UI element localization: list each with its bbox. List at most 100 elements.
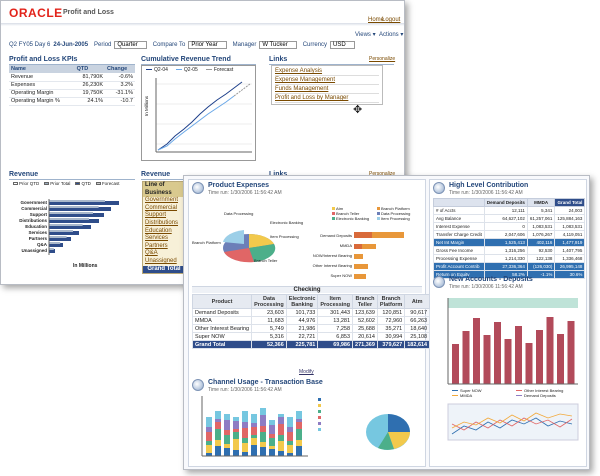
modify-link[interactable]: Modify xyxy=(299,369,314,375)
menu-label[interactable]: Actions xyxy=(379,32,399,38)
nav-link[interactable]: Home xyxy=(368,17,385,23)
field-label: Compare To xyxy=(152,42,186,48)
pie-label: Electronic Banking xyxy=(270,220,304,225)
column-header: MMDA xyxy=(526,198,556,207)
cell: 69,986 xyxy=(317,340,354,349)
cell: 92,530 xyxy=(526,246,556,255)
legend: Prior QTD Prior Total QTD Forecast xyxy=(13,181,119,186)
bar-decor xyxy=(251,435,257,438)
legend-item: Prior QTD xyxy=(13,181,39,186)
legend-label: Data Processing xyxy=(381,211,411,216)
bar-decor xyxy=(224,430,230,435)
bar-decor xyxy=(49,230,73,232)
list-header: Line of Business xyxy=(143,182,185,198)
bar-decor xyxy=(287,427,293,432)
list-item[interactable]: Unassigned xyxy=(145,257,177,264)
personalize-link[interactable]: Personalize xyxy=(369,56,396,62)
swatch xyxy=(452,395,458,397)
legend: Super NOW Other Interest Bearing MMDA Deman… xyxy=(452,388,580,398)
bar-decor xyxy=(215,446,221,456)
header-row: Name QTD Change xyxy=(9,65,135,73)
list-item[interactable]: Government xyxy=(145,197,179,204)
legend-item: MMDA xyxy=(452,393,516,398)
cell: 26,230K xyxy=(74,81,105,90)
cell: 90,617 xyxy=(404,308,431,317)
header-row: Demand Deposits MMDA Grand Total xyxy=(433,198,586,207)
cell: 7,258 xyxy=(317,324,354,333)
cell: 25,108 xyxy=(404,332,431,341)
cell: MMDA xyxy=(191,316,253,325)
bar-decor xyxy=(504,339,512,384)
bar-decor xyxy=(206,432,212,441)
row: Profit Account Contrib 27,336,364 (126,030… xyxy=(433,262,586,271)
legend-label: Atm xyxy=(336,206,344,211)
legend-item: Item Processing xyxy=(377,216,422,221)
cell: 5,341 xyxy=(526,206,556,215)
list-item[interactable]: Services xyxy=(145,235,169,242)
link[interactable]: Profit and Loss by Manager xyxy=(275,94,379,103)
list-item[interactable]: Support xyxy=(145,212,167,219)
table-title: Checking xyxy=(192,286,422,293)
select[interactable]: Quarter xyxy=(114,41,147,49)
cell: -0.6% xyxy=(105,73,135,82)
link[interactable]: Funds Management xyxy=(275,85,379,94)
column-header: Demand Deposits xyxy=(483,198,528,207)
select[interactable]: W Tucker xyxy=(259,41,297,49)
bar-decor xyxy=(557,334,564,384)
swatch xyxy=(13,182,18,185)
bar-decor xyxy=(224,444,230,448)
cell: 6,853 xyxy=(317,332,354,341)
list-item[interactable]: Education xyxy=(145,227,172,234)
select[interactable]: Prior Year xyxy=(188,41,227,49)
bar-decor xyxy=(49,207,111,211)
row: Other Interest Bearing 5,749 21,986 7,258 25… xyxy=(191,324,431,333)
pie-label: Data Processing xyxy=(224,211,254,216)
legend-label: Demand Deposits xyxy=(524,393,556,398)
bar-decor xyxy=(296,422,302,429)
bar-decor xyxy=(215,419,221,422)
panel-title: Profit and Loss KPIs xyxy=(9,56,135,65)
legend-item: Data Processing xyxy=(377,211,422,216)
menu[interactable]: Views ▾ xyxy=(355,32,376,38)
menu[interactable]: Actions ▾ xyxy=(379,32,404,38)
legend-item: Branch Platform xyxy=(377,206,422,211)
time-run: Time run: 1/30/2006 11:56:42 AM xyxy=(208,387,282,393)
bar-decor xyxy=(296,411,302,419)
list-item[interactable]: Commercial xyxy=(145,204,178,211)
select[interactable]: USD xyxy=(330,41,355,49)
panel-title: Cumulative Revenue Trend xyxy=(141,56,256,65)
list-item[interactable]: Partners xyxy=(145,242,168,249)
chart-frame: Q2-04 Q2-05 Forecast In Millions xyxy=(141,65,256,161)
swatch xyxy=(516,390,522,392)
bar-decor xyxy=(260,426,266,432)
nav-link[interactable]: Logout xyxy=(382,17,401,23)
cell: Profit Account Contrib xyxy=(433,262,485,271)
bar-decor xyxy=(215,411,221,419)
lob-list: Line of Business Government Commercial Sup… xyxy=(142,181,186,275)
cell: 225,781 xyxy=(285,340,319,349)
swatch xyxy=(332,212,335,215)
legend-item: Prior Total xyxy=(44,181,70,186)
list-item[interactable]: Distributions xyxy=(145,219,179,226)
cell: 66,263 xyxy=(404,316,431,325)
bar-decor xyxy=(224,414,230,420)
link[interactable]: Expense Analysis xyxy=(275,67,379,76)
legend-item: Other Interest Bearing xyxy=(516,388,580,393)
column-header: Atm xyxy=(404,294,431,309)
legend-label: Branch Teller xyxy=(336,211,360,216)
legend-label: Branch Platform xyxy=(381,206,410,211)
cell: 35,271 xyxy=(376,324,406,333)
bar-decor xyxy=(260,415,266,426)
bar-decor xyxy=(242,438,248,443)
list-item[interactable]: Q&A xyxy=(145,250,158,257)
cell: -10.7 xyxy=(105,97,135,106)
menu-label[interactable]: Views xyxy=(355,32,371,38)
bar-decor xyxy=(251,438,257,445)
column-header: Grand Total xyxy=(554,198,586,207)
cell: 52,602 xyxy=(352,316,378,325)
link[interactable]: Expense Management xyxy=(275,76,379,85)
bar-decor xyxy=(278,417,284,424)
personalize-link[interactable]: Personalize xyxy=(369,171,396,177)
legend: Q2-04 Q2-05 Forecast xyxy=(146,67,233,73)
bar-label: MMDA xyxy=(339,243,352,248)
